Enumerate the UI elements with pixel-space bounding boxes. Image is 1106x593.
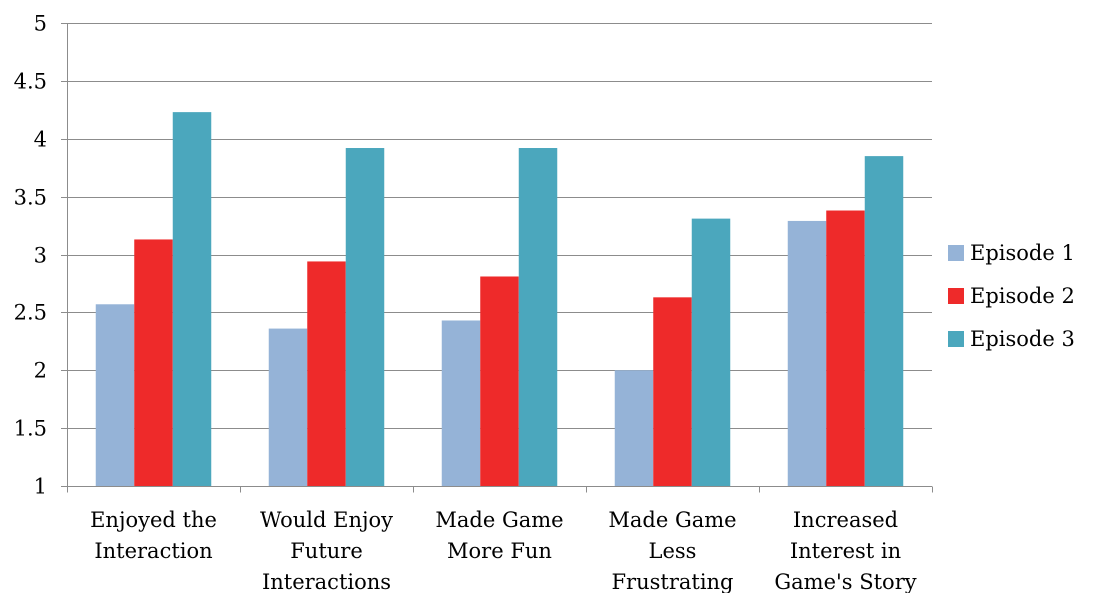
bar-episode-1: [441, 320, 481, 486]
x-category-label: Enjoyed the Interaction: [90, 508, 217, 563]
legend: Episode 1 Episode 2 Episode 3: [948, 241, 1075, 351]
x-category-label-line: Interaction: [94, 539, 212, 563]
bar-episode-2: [480, 276, 519, 486]
y-tick-label: 1.5: [14, 417, 47, 441]
bar-episode-1: [787, 220, 827, 486]
legend-label: Episode 1: [970, 241, 1075, 265]
x-category-label-line: More Fun: [447, 539, 552, 563]
x-category-label-line: Frustrating: [611, 570, 733, 593]
axes: [61, 23, 933, 493]
y-tick-label: 4: [34, 128, 47, 152]
x-category-label: Made Game More Fun: [435, 508, 563, 563]
x-category-label-line: Interest in: [790, 539, 901, 563]
y-tick-label: 5: [34, 12, 47, 36]
bar-episode-3: [345, 148, 385, 486]
legend-swatch: [948, 331, 964, 347]
bar-episode-3: [518, 148, 558, 486]
legend-swatch: [948, 245, 964, 261]
x-category-label-line: Less: [649, 539, 697, 563]
y-tick-label: 3.5: [14, 186, 47, 210]
x-category-label: Made Game Less Frustrating: [608, 508, 736, 593]
bar-episode-2: [134, 239, 173, 486]
bar-episode-1: [268, 328, 308, 486]
x-category-label-line: Game's Story: [774, 570, 916, 593]
y-tick-label: 4.5: [14, 70, 47, 94]
bar-episode-3: [172, 112, 212, 486]
y-tick-label: 2.5: [14, 301, 47, 325]
x-category-label-line: Interactions: [262, 570, 391, 593]
legend-swatch: [948, 288, 964, 304]
bar-episode-1: [614, 370, 654, 486]
x-category-label-line: Increased: [793, 508, 898, 532]
bars: [95, 112, 904, 487]
legend-label: Episode 2: [970, 284, 1075, 308]
y-tick-label: 1: [34, 475, 47, 499]
bar-episode-3: [864, 156, 904, 487]
bar-episode-1: [95, 304, 135, 486]
bar-episode-3: [691, 218, 731, 486]
labels: 1 1.5 2 2.5 3 3.5 4 4.5 5 Enjoyed the Interaction W…: [14, 12, 917, 593]
y-tick-label: 2: [34, 359, 47, 383]
x-category-label-line: Would Enjoy: [260, 508, 393, 532]
bar-episode-2: [826, 210, 865, 486]
x-category-label-line: Enjoyed the: [90, 508, 217, 532]
y-tick-label: 3: [34, 244, 47, 268]
legend-label: Episode 3: [970, 327, 1075, 351]
x-category-label: Would Enjoy Future Interactions: [260, 508, 393, 593]
bar-episode-2: [307, 261, 346, 486]
bar-episode-2: [653, 297, 692, 486]
x-category-label: Increased Interest in Game's Story: [774, 508, 916, 593]
x-category-label-line: Made Game: [608, 508, 736, 532]
x-category-label-line: Future: [290, 539, 363, 563]
x-category-label-line: Made Game: [435, 508, 563, 532]
